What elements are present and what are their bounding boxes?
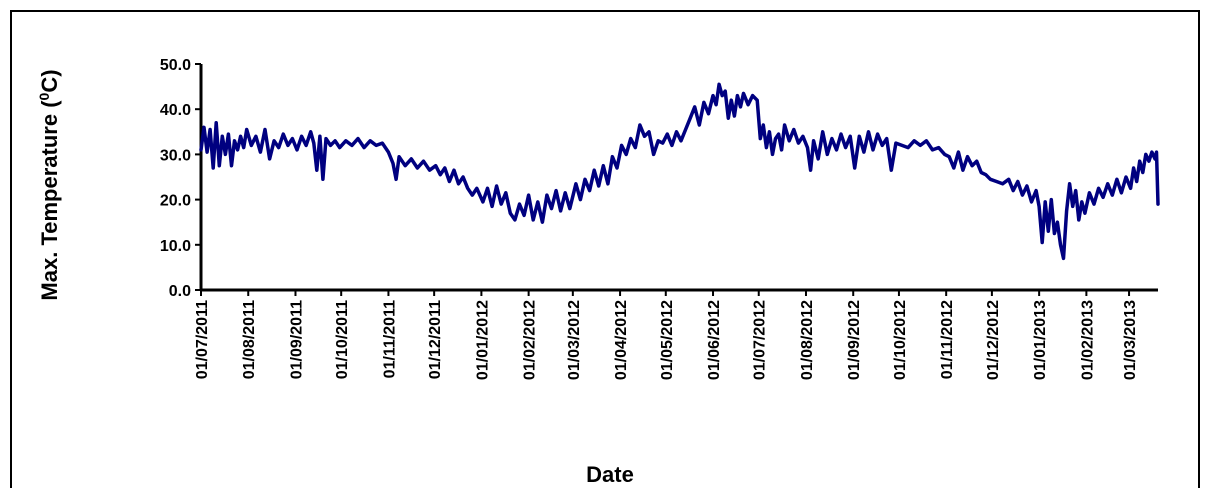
- x-tick-label: 01/12/2011: [427, 300, 444, 379]
- x-tick-label: 01/01/2012: [474, 300, 491, 380]
- series-group: [199, 82, 1160, 261]
- x-tick-label: 01/01/2013: [1032, 300, 1049, 380]
- y-axis-ticks: 0.0 10.0 20.0 30.0 40.0 50.0: [160, 57, 201, 300]
- x-tick-label: 01/09/2011: [288, 300, 305, 379]
- x-tick-label: 01/09/2012: [846, 300, 863, 380]
- x-tick-label: 01/03/2013: [1122, 300, 1139, 380]
- x-tick-label: 01/02/2012: [522, 300, 539, 380]
- axes: [199, 64, 1158, 292]
- x-axis-ticks: 01/07/2011 01/08/2011 01/09/2011 01/10/2011…: [194, 290, 1139, 380]
- y-tick-label: 20.0: [160, 193, 191, 210]
- x-tick-label: 01/05/2012: [659, 300, 676, 380]
- chart-frame: 0.0 10.0 20.0 30.0 40.0 50.0 01/07/2011 01/08/…: [10, 10, 1200, 488]
- x-tick-label: 01/08/2012: [799, 300, 816, 380]
- x-tick-label: 01/06/2012: [706, 300, 723, 380]
- x-tick-label: 01/07/2012: [752, 300, 769, 380]
- y-axis-title-main: Max. Temperature (: [37, 100, 62, 301]
- x-tick-label: 01/10/2012: [892, 300, 909, 380]
- x-tick-label: 01/08/2011: [241, 300, 258, 379]
- x-tick-label: 01/12/2012: [985, 300, 1002, 380]
- line-chart: 0.0 10.0 20.0 30.0 40.0 50.0 01/07/2011 01/08/…: [36, 57, 1160, 487]
- x-tick-label: 01/02/2013: [1079, 300, 1096, 380]
- y-axis-title-unit: C): [37, 69, 62, 92]
- y-tick-label: 10.0: [160, 238, 191, 255]
- x-tick-label: 01/04/2012: [613, 300, 630, 380]
- y-tick-label: 0.0: [169, 283, 191, 300]
- x-tick-label: 01/03/2012: [566, 300, 583, 380]
- x-tick-label: 01/11/2012: [939, 300, 956, 379]
- y-tick-label: 30.0: [160, 147, 191, 164]
- series-line: [199, 82, 1160, 261]
- x-tick-label: 01/07/2011: [194, 300, 211, 379]
- x-tick-label: 01/10/2011: [334, 300, 351, 379]
- y-tick-label: 50.0: [160, 57, 191, 74]
- x-tick-label: 01/11/2011: [381, 300, 398, 378]
- y-axis-title: Max. Temperature (0C): [36, 69, 62, 300]
- x-axis-title: Date: [586, 462, 634, 487]
- y-axis-title-superscript: 0: [36, 92, 52, 100]
- y-tick-label: 40.0: [160, 102, 191, 119]
